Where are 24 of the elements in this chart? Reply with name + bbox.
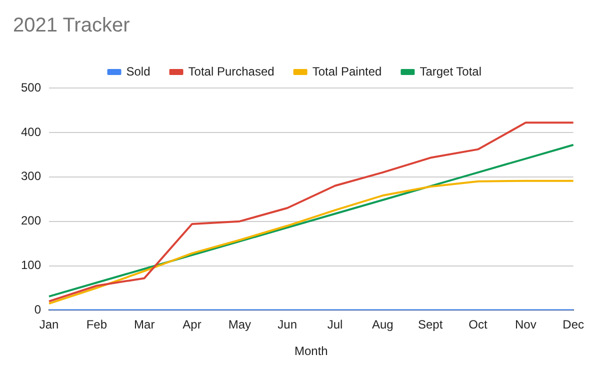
- y-tick-label: 100: [20, 258, 42, 272]
- legend-label: Total Purchased: [188, 64, 274, 78]
- x-tick-label: Jan: [39, 318, 59, 332]
- x-tick-label: Feb: [86, 318, 108, 332]
- y-tick-label: 300: [20, 169, 42, 184]
- y-tick-label: 200: [20, 214, 42, 228]
- y-tick-label: 500: [20, 80, 42, 94]
- legend-label: Sold: [126, 64, 150, 78]
- legend-label: Target Total: [420, 64, 482, 78]
- x-tick-label: Apr: [182, 318, 202, 332]
- x-tick-label: Jul: [327, 318, 343, 332]
- y-tick-label: 0: [34, 302, 42, 317]
- y-tick-label: 400: [20, 124, 42, 139]
- x-tick-label: Dec: [562, 318, 584, 332]
- chart-title: 2021 Tracker: [13, 14, 130, 37]
- x-tick-label: Oct: [468, 318, 488, 332]
- x-tick-label: Mar: [134, 318, 155, 332]
- x-tick-label: Nov: [514, 318, 536, 332]
- x-tick-label: Sept: [418, 318, 444, 332]
- x-tick-label: Jun: [278, 318, 298, 332]
- legend-label: Total Painted: [312, 64, 382, 78]
- x-tick-label: Aug: [372, 318, 394, 332]
- x-tick-label: May: [228, 318, 252, 332]
- x-axis-title: Month: [294, 344, 328, 358]
